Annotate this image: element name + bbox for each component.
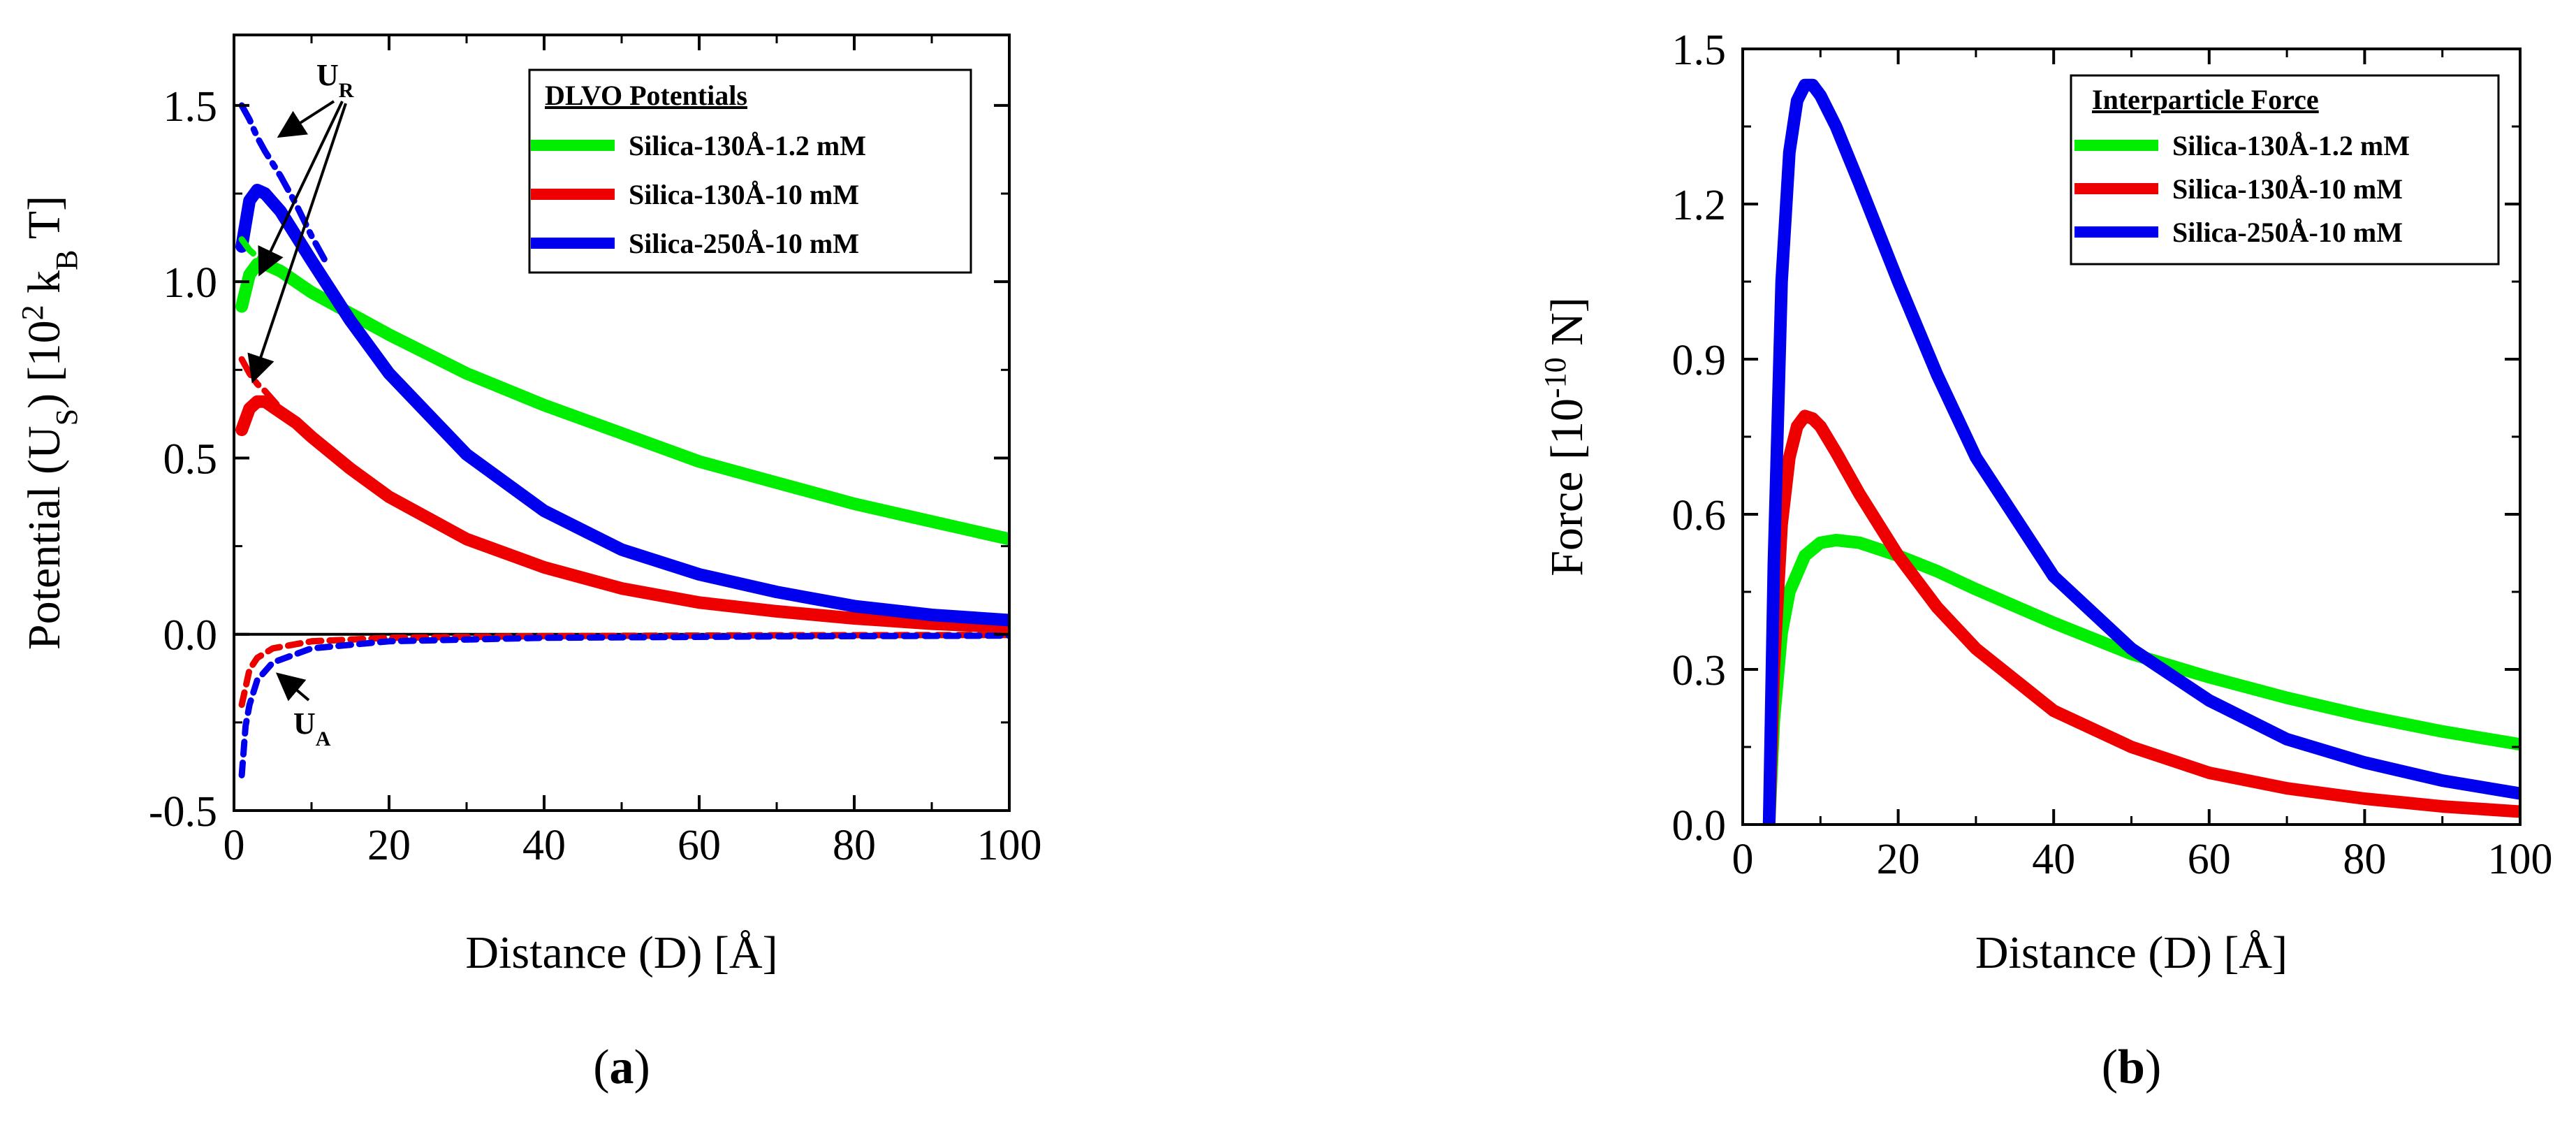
legend-entry: Silica-250Å-10 mM [629,228,859,259]
x-tick-label: 100 [977,822,1042,869]
panel-label: (a) [593,1040,650,1094]
series-line-total-1 [1762,409,2520,825]
y-tick-label: 0.0 [1672,802,1727,850]
x-tick-label: 20 [367,822,411,869]
y-tick-label: 0.5 [163,435,218,483]
series-line-total-2 [235,184,1009,627]
legend: Interparticle Force Silica-130Å-1.2 mM Sil… [2070,74,2500,266]
legend-entry: Silica-250Å-10 mM [2172,217,2403,248]
x-tick-label: 0 [224,822,245,869]
y-tick-label: 0.0 [163,612,218,660]
y-tick-label: 0.3 [1672,647,1727,695]
legend-entry: Silica-130Å-10 mM [2172,173,2403,205]
x-axis-title: Distance (D) [Å] [1975,927,2288,978]
x-tick-label: 60 [2188,836,2231,883]
y-axis-title: Potential (US) [102 kB T] [15,196,84,650]
x-tick-label: 40 [2032,836,2075,883]
x-tick-label: 80 [2343,836,2386,883]
series-line-total-0 [1762,534,2520,825]
legend-entry: Silica-130Å-10 mM [629,179,859,210]
annotation-arrow [275,672,310,702]
plot-area [1762,78,2520,825]
series-line-total-0 [235,258,1009,546]
legend-title: DLVO Potentials [545,80,747,111]
series-line-total-1 [235,395,1009,634]
annotation-arrow [247,103,347,384]
series-line-repulsive-5 [238,102,330,268]
x-tick-label: 40 [522,822,566,869]
y-tick-label: 1.5 [163,83,218,131]
x-tick-label: 60 [678,822,721,869]
x-axis-title: Distance (D) [Å] [465,927,777,978]
y-tick-label: 0.9 [1672,337,1727,384]
y-tick-label: -0.5 [149,788,217,836]
y-tick-label: 0.6 [1672,492,1727,539]
panel-a: 0 20 40 60 80 100 -0.5 0.0 0.5 1.0 1.5 Distance (D)… [15,34,1042,1094]
series-line-total-2 [1762,78,2520,825]
y-tick-label: 1.0 [163,259,218,307]
x-tick-label: 100 [2488,836,2553,883]
legend-entry: Silica-130Å-1.2 mM [629,130,866,161]
legend-title: Interparticle Force [2092,84,2319,115]
legend-entry: Silica-130Å-1.2 mM [2172,130,2410,161]
series-line-attractive-8 [238,632,1009,778]
x-tick-label: 80 [833,822,876,869]
x-tick-label: 20 [1877,836,1920,883]
panel-label: (b) [2102,1040,2162,1094]
y-tick-label: 1.5 [1672,27,1727,74]
annotation-arrow [258,101,344,277]
ur-label: UR [316,58,354,102]
ua-label: UA [293,706,331,750]
x-tick-label: 0 [1732,836,1754,883]
annotation-arrow [277,100,335,138]
panel-b: 0 20 40 60 80 100 0.0 0.3 0.6 0.9 1.2 1.5 Distance (… [1538,27,2553,1094]
y-axis-title: Force [10-10 N] [1538,297,1593,576]
legend: DLVO Potentials Silica-130Å-1.2 mM Silica-… [528,68,972,274]
y-tick-label: 1.2 [1672,182,1727,229]
